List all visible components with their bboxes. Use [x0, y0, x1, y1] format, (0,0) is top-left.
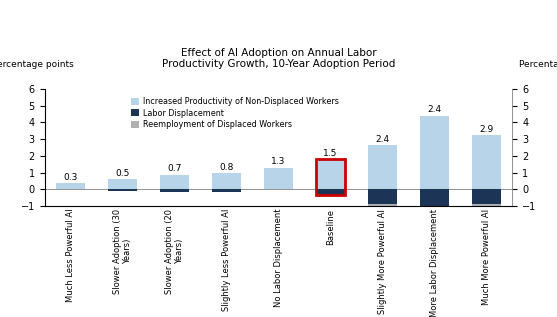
Bar [316, 159, 345, 189]
Text: Percentage points: Percentage points [519, 60, 557, 69]
Bar [56, 184, 85, 189]
Text: 2.4: 2.4 [375, 135, 389, 144]
Bar [472, 135, 501, 189]
Bar [420, 116, 449, 189]
Text: 0.5: 0.5 [115, 169, 130, 178]
Bar [160, 175, 189, 189]
Bar [316, 189, 345, 195]
Text: 2.9: 2.9 [480, 125, 494, 134]
Legend: Increased Productivity of Non-Displaced Workers, Labor Displacement, Reemploymen: Increased Productivity of Non-Displaced … [128, 94, 342, 132]
Bar [316, 159, 345, 195]
Bar [264, 167, 293, 189]
Bar [368, 204, 397, 210]
Bar [472, 204, 501, 211]
Bar [212, 173, 241, 189]
Bar [212, 189, 241, 192]
Bar [472, 189, 501, 204]
Bar [160, 189, 189, 192]
Bar [420, 189, 449, 223]
Bar [368, 146, 397, 189]
Text: 0.8: 0.8 [219, 163, 234, 172]
Text: 0.7: 0.7 [167, 165, 182, 173]
Text: Effect of AI Adoption on Annual Labor
Productivity Growth, 10-Year Adoption Peri: Effect of AI Adoption on Annual Labor Pr… [162, 48, 395, 69]
Text: 0.3: 0.3 [63, 173, 78, 182]
Text: 1.5: 1.5 [323, 149, 338, 158]
Text: 1.3: 1.3 [271, 157, 286, 166]
Bar [108, 179, 137, 189]
Bar [368, 189, 397, 204]
Text: 2.4: 2.4 [427, 105, 442, 114]
Bar [420, 223, 449, 230]
Bar [108, 189, 137, 191]
Text: Percentage points: Percentage points [0, 60, 74, 69]
